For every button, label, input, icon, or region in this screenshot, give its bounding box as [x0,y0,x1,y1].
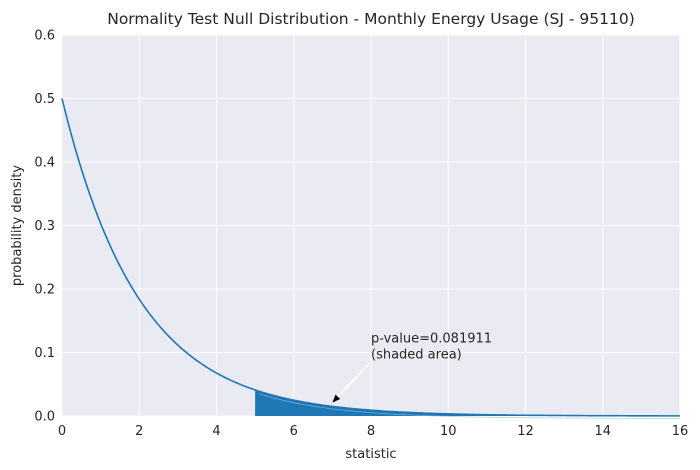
y-tick-label: 0.5 [34,92,55,107]
x-tick-label: 8 [367,424,375,439]
series-line [61,98,680,417]
x-tick-label: 6 [290,424,298,439]
y-tick-label: 0.4 [34,156,55,171]
shaded-area-highlight [258,393,680,419]
tick-labels: 0 2 4 6 8 10 12 14 16 0.0 0.1 0.2 0.3 0.4 0.5 0.6 [34,29,688,440]
annotation-arrow-shaft [337,362,370,398]
y-tick-label: 0.2 [34,283,55,298]
series-layer [61,98,680,419]
x-axis-label: statistic [345,447,396,462]
x-tick-label: 4 [212,424,220,439]
annotation-layer: p-value=0.081911(shaded area) [332,332,492,403]
annotation-text: p-value=0.081911 [371,332,492,347]
y-tick-label: 0.0 [34,410,55,425]
y-axis-label: probability density [10,165,25,286]
x-tick-label: 16 [672,424,689,439]
y-tick-label: 0.6 [34,29,55,44]
chart-title: Normality Test Null Distribution - Month… [107,10,635,28]
y-tick-label: 0.1 [34,346,55,361]
x-tick-label: 2 [135,424,143,439]
x-tick-label: 14 [594,424,611,439]
annotation-text: (shaded area) [371,348,462,363]
y-tick-label: 0.3 [34,219,55,234]
annotation-arrow-head [332,394,341,403]
x-tick-label: 12 [517,424,534,439]
x-tick-label: 0 [58,424,66,439]
x-tick-label: 10 [440,424,457,439]
